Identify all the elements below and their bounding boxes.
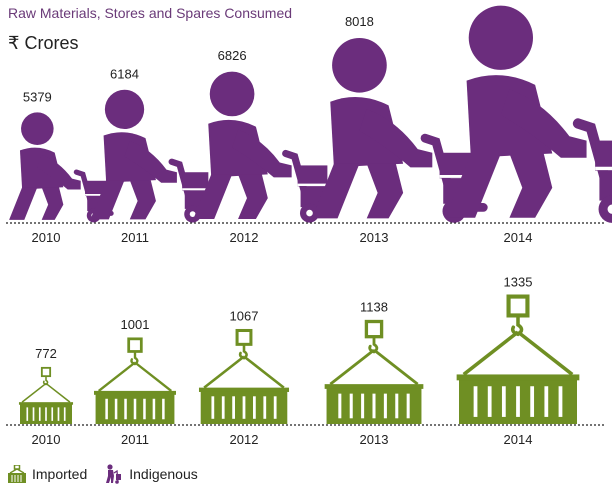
category-label: 2014 xyxy=(504,230,533,245)
legend-item-indigenous: Indigenous xyxy=(105,464,198,484)
imported-container-icon xyxy=(94,337,176,424)
data-label: 6826 xyxy=(218,48,247,63)
category-label: 2010 xyxy=(32,230,61,245)
indigenous-worker-icon xyxy=(193,71,337,223)
container-icon xyxy=(8,465,26,483)
category-label: 2010 xyxy=(32,432,61,447)
category-label: 2011 xyxy=(121,432,149,447)
legend: Imported Indigenous xyxy=(8,464,208,484)
indigenous-worker-icon xyxy=(445,5,612,223)
chart-title: Raw Materials, Stores and Spares Consume… xyxy=(8,5,293,21)
indigenous-worker-icon xyxy=(9,112,114,223)
unit-label: ₹ Crores xyxy=(8,33,79,53)
imported-container-icon xyxy=(324,319,424,424)
legend-item-imported: Imported xyxy=(8,465,87,483)
data-label: 1001 xyxy=(121,317,150,332)
imported-container-icon xyxy=(198,328,290,424)
indigenous-worker-icon xyxy=(90,89,217,223)
category-label: 2014 xyxy=(504,432,533,447)
category-label: 2011 xyxy=(121,230,149,245)
category-label: 2013 xyxy=(360,432,389,447)
category-label: 2012 xyxy=(230,230,259,245)
data-label: 772 xyxy=(35,346,57,361)
legend-label-imported: Imported xyxy=(32,466,88,482)
category-label: 2013 xyxy=(360,230,389,245)
data-label: 1067 xyxy=(230,308,259,323)
category-label: 2012 xyxy=(230,432,259,447)
data-label: 5379 xyxy=(23,89,52,104)
data-label: 8018 xyxy=(345,14,374,29)
data-label: 6184 xyxy=(110,66,139,81)
legend-label-indigenous: Indigenous xyxy=(129,466,198,482)
worker-icon xyxy=(106,464,122,484)
imported-container-icon xyxy=(18,366,74,424)
data-label: 1138 xyxy=(360,300,388,315)
imported-container-icon xyxy=(456,294,580,424)
data-label: 1335 xyxy=(504,275,533,290)
